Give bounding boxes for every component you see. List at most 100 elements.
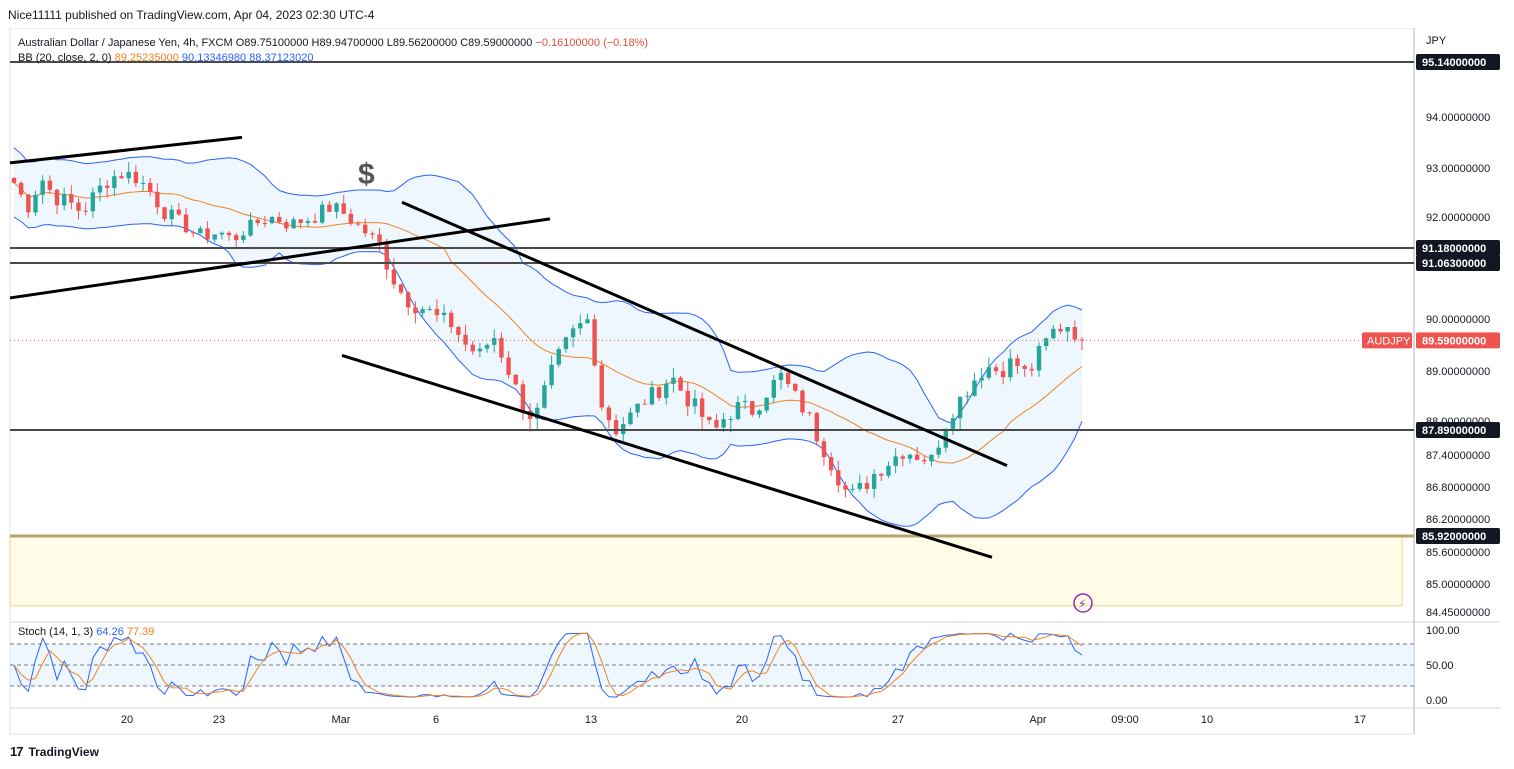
- candle-body: [850, 488, 855, 490]
- chart-canvas[interactable]: 95.14000000 91.18000000 91.06300000 87.8900…: [0, 28, 1514, 740]
- candle-body: [284, 222, 289, 229]
- level-tag: [1416, 422, 1500, 438]
- candle-body: [785, 372, 791, 384]
- candle-body: [986, 367, 992, 378]
- candle-body: [413, 307, 418, 314]
- candle-body: [441, 312, 447, 316]
- candle-body: [320, 204, 325, 223]
- candle-body: [69, 194, 74, 203]
- stoch-tick-label: 100.00: [1426, 625, 1460, 637]
- candle-body: [886, 465, 891, 476]
- candle-body: [707, 416, 712, 421]
- candle-body: [1000, 371, 1006, 378]
- symbol-tag-label: AUDJPY: [1367, 335, 1411, 347]
- legend-change: −0.16100000 (−0.18%): [535, 37, 649, 49]
- candle-body: [391, 269, 397, 285]
- candle-body: [11, 177, 17, 183]
- legend: Australian Dollar / Japanese Yen, 4h, FX…: [18, 36, 648, 66]
- chart-frame[interactable]: 95.14000000 91.18000000 91.06300000 87.8900…: [0, 28, 1514, 740]
- stoch-d-line: [13, 632, 1083, 698]
- candle-body: [692, 398, 698, 407]
- candle-body: [226, 232, 232, 236]
- candle-body: [914, 454, 920, 460]
- last-price-label: 89.59000000: [1422, 335, 1486, 347]
- candle-body: [642, 403, 647, 405]
- time-tick-label: Mar: [332, 714, 351, 726]
- stoch-label: Stoch (14, 1, 3): [18, 626, 94, 638]
- candle-body: [291, 219, 296, 229]
- stoch-d-value: 77.39: [126, 626, 155, 638]
- candle-body: [922, 459, 927, 462]
- price-tick-label: 94.00000000: [1426, 112, 1490, 124]
- footer-brand-text: TradingView: [28, 744, 99, 759]
- candle-body: [169, 209, 174, 220]
- candle-body: [671, 377, 676, 384]
- price-tick-label: 86.80000000: [1426, 482, 1490, 494]
- candle-body: [800, 390, 805, 413]
- candle-body: [477, 348, 483, 352]
- candle-body: [298, 219, 303, 223]
- candle-body: [334, 203, 339, 212]
- candle-body: [907, 454, 913, 459]
- candle-body: [327, 204, 332, 212]
- candle-body: [463, 334, 468, 345]
- candle-body: [406, 292, 411, 308]
- candle-body: [492, 338, 497, 345]
- support-zone: [9, 535, 1403, 607]
- candle-body: [828, 457, 834, 471]
- candle-body: [965, 395, 970, 397]
- price-tick-label: 85.00000000: [1426, 579, 1490, 591]
- legend-high: H89.94700000: [311, 37, 384, 49]
- level-tag: [1416, 528, 1500, 544]
- candle-body: [513, 374, 518, 385]
- time-tick-label: 13: [585, 714, 597, 726]
- candle-body: [578, 323, 583, 329]
- candle-body: [190, 232, 196, 234]
- candle-body: [699, 398, 705, 417]
- legend-bb-basis: 89.25235000: [114, 52, 179, 64]
- candle-body: [649, 387, 655, 405]
- candle-body: [721, 419, 726, 428]
- candle-body: [398, 284, 404, 293]
- time-tick-label: 27: [892, 714, 904, 726]
- time-tick-label: 20: [736, 714, 748, 726]
- footer-brand[interactable]: 17 TradingView: [10, 744, 99, 759]
- candle-body: [563, 337, 569, 350]
- candle-body: [628, 412, 633, 425]
- candle-body: [1065, 327, 1070, 332]
- candle-body: [871, 474, 877, 489]
- candle-body: [205, 228, 210, 240]
- candle-body: [312, 221, 318, 223]
- stoch-tick-label: 0.00: [1426, 695, 1447, 707]
- price-tick-label: 88.00000000: [1426, 416, 1490, 428]
- trend-line: [9, 217, 551, 300]
- price-tick-label: 93.00000000: [1426, 163, 1490, 175]
- candle-body: [900, 456, 906, 459]
- candle-body: [26, 194, 31, 213]
- time-tick-label: 20: [121, 714, 133, 726]
- candle-body: [370, 233, 375, 235]
- legend-bb-upper: 90.13346980: [181, 52, 247, 64]
- candle-body: [793, 383, 798, 391]
- candle-body: [434, 308, 440, 316]
- candle-body: [97, 185, 103, 193]
- symbol-tag: [1362, 332, 1412, 349]
- candle-body: [535, 407, 540, 419]
- candle-body: [147, 182, 153, 192]
- candle-body: [1029, 368, 1035, 371]
- candle-body: [305, 221, 311, 223]
- candle-body: [112, 176, 117, 188]
- candle-body: [814, 412, 819, 442]
- candle-body: [664, 383, 669, 398]
- candle-body: [126, 171, 131, 179]
- last-price-tag: [1416, 332, 1500, 349]
- candle-body: [1072, 327, 1078, 340]
- candle-body: [1022, 365, 1027, 369]
- candle-body: [61, 194, 67, 206]
- currency-label: JPY: [1426, 35, 1447, 47]
- lightning-glyph: ⚡: [1078, 597, 1086, 611]
- level-tag-label: 91.06300000: [1422, 258, 1486, 270]
- candle-body: [556, 349, 561, 365]
- trend-line: [401, 200, 1008, 468]
- legend-price-row: Australian Dollar / Japanese Yen, 4h, FX…: [18, 36, 648, 51]
